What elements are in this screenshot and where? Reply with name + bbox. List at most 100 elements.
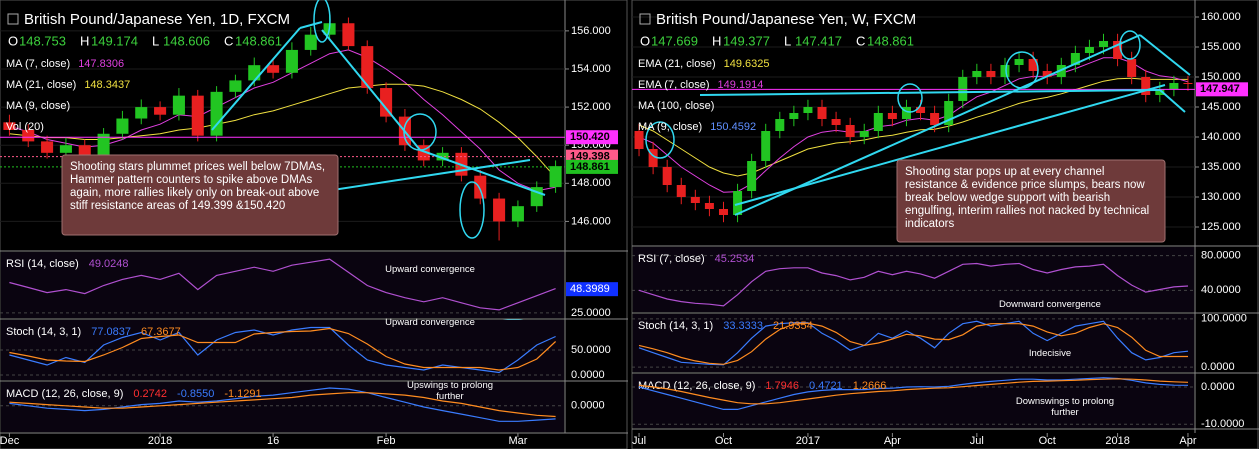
candle-body bbox=[342, 23, 355, 47]
panel-value: 1.7946 bbox=[765, 380, 799, 392]
chart-title: British Pound/Japanese Yen, 1D, FXCM bbox=[24, 11, 290, 28]
indicator-value: 149.6325 bbox=[724, 58, 770, 70]
candle-body bbox=[474, 175, 487, 199]
candle-body bbox=[191, 95, 204, 136]
y-tick-label: 40.0000 bbox=[1201, 284, 1241, 296]
ma-line bbox=[638, 57, 1189, 193]
candle-body bbox=[761, 131, 771, 161]
y-tick-label: 0.0000 bbox=[1201, 361, 1235, 373]
candle-body bbox=[116, 118, 129, 134]
y-tick-label: 0.0000 bbox=[571, 400, 605, 412]
annotation-label-box: Downswings to prolong further bbox=[1015, 396, 1115, 418]
candle-body bbox=[690, 197, 700, 203]
x-tick-label: Apr bbox=[1179, 435, 1196, 447]
ohlc-value: 148.753 bbox=[19, 33, 66, 48]
y-tick-label: 0.0000 bbox=[1201, 381, 1235, 393]
title-icon bbox=[639, 13, 651, 25]
highlight-ellipse bbox=[645, 121, 675, 159]
panel-bg bbox=[633, 247, 1194, 312]
candle-body bbox=[817, 107, 827, 119]
panel-bg bbox=[1, 382, 564, 432]
x-tick-label: 16 bbox=[267, 435, 279, 447]
candle-body bbox=[1028, 59, 1038, 71]
indicator-value: 149.1914 bbox=[718, 79, 764, 91]
candle-body bbox=[789, 113, 799, 119]
annotation-label: Downward convergence bbox=[999, 299, 1101, 310]
highlight-ellipse bbox=[897, 83, 923, 113]
y-tick-label: 154.000 bbox=[571, 63, 611, 75]
candle-body bbox=[493, 198, 506, 222]
candle-body bbox=[859, 131, 869, 137]
annotation-text-box: Shooting star pops up at every channel r… bbox=[905, 166, 1150, 230]
candle-body bbox=[22, 129, 35, 142]
highlight-ellipse bbox=[403, 113, 437, 151]
panel-value: 67.3677 bbox=[141, 326, 181, 338]
candle-body bbox=[135, 107, 148, 119]
trend-line bbox=[211, 27, 301, 131]
annotation-text: Shooting star pops up at every channel r… bbox=[905, 166, 1150, 230]
annotation-label: Downswings to prolong further bbox=[1015, 396, 1115, 418]
indicator-line bbox=[9, 392, 556, 418]
candle-body bbox=[972, 71, 982, 77]
x-tick-label: Feb bbox=[377, 435, 396, 447]
candle-body bbox=[1127, 59, 1137, 77]
ohlc-key: L bbox=[784, 33, 791, 48]
price-tag bbox=[566, 159, 618, 174]
candle-body bbox=[172, 95, 185, 115]
x-tick-label: Dec bbox=[0, 435, 20, 447]
panel-value: -1.1291 bbox=[224, 388, 261, 400]
candle-body bbox=[944, 101, 954, 125]
panel-name: RSI (14, close) bbox=[6, 258, 79, 270]
y-tick-label: 145.000 bbox=[1201, 101, 1241, 113]
candle-body bbox=[775, 119, 785, 131]
candle-body bbox=[1099, 41, 1109, 47]
indicator-line bbox=[638, 322, 1188, 365]
annotation-text-box: Shooting stars plummet prices well below… bbox=[70, 161, 325, 212]
candle-body bbox=[662, 167, 672, 185]
trend-line bbox=[419, 149, 546, 196]
x-tick-label: Mar bbox=[508, 435, 527, 447]
candle-body bbox=[97, 133, 110, 155]
y-tick-label: 140.000 bbox=[1201, 131, 1241, 143]
indicator-name: MA (9, close) bbox=[638, 121, 702, 133]
candle-body bbox=[78, 145, 91, 155]
y-tick-label: 130.000 bbox=[1201, 191, 1241, 203]
panel-name: Stoch (14, 3, 1) bbox=[6, 326, 81, 338]
trend-line bbox=[699, 89, 1161, 96]
candle-body bbox=[1000, 65, 1010, 77]
ohlc-key: H bbox=[80, 33, 89, 48]
candle-body bbox=[154, 107, 167, 115]
highlight-ellipse bbox=[459, 181, 485, 239]
chart-title: British Pound/Japanese Yen, W, FXCM bbox=[656, 11, 916, 28]
value-tag bbox=[566, 282, 618, 297]
y-tick-label: 100.0000 bbox=[1201, 313, 1247, 325]
candle-body bbox=[634, 131, 644, 149]
price-tag bbox=[1196, 82, 1248, 97]
panel-value: 21.9354 bbox=[773, 320, 813, 332]
highlight-ellipse bbox=[1005, 51, 1039, 89]
indicator-line bbox=[638, 378, 1189, 405]
indicator-value: 150.4592 bbox=[710, 121, 756, 133]
x-tick-label: Jul bbox=[970, 435, 984, 447]
annotation-bg bbox=[61, 154, 339, 236]
annotation-label: Indecisive bbox=[1028, 348, 1072, 359]
ohlc-value: 148.606 bbox=[163, 33, 210, 48]
candle-body bbox=[930, 113, 940, 125]
panel-name: MACD (12, 26, close, 9) bbox=[638, 380, 755, 392]
ohlc-key: O bbox=[8, 33, 18, 48]
panel-value: -0.8550 bbox=[177, 388, 214, 400]
indicator-line bbox=[9, 387, 556, 422]
annotation-label-box: Upswings to prolong further bbox=[407, 380, 493, 402]
x-tick-label: Oct bbox=[715, 435, 732, 447]
indicator-line bbox=[638, 377, 1189, 410]
indicator-name: EMA (7, close) bbox=[638, 79, 710, 91]
candle-body bbox=[1070, 53, 1080, 65]
indicator-name: MA (9, close) bbox=[6, 100, 70, 112]
trend-line bbox=[734, 34, 1141, 216]
y-tick-label: 155.000 bbox=[1201, 41, 1241, 53]
indicator-value: 148.3437 bbox=[84, 79, 130, 91]
candle-body bbox=[733, 191, 743, 215]
y-tick-label: 135.000 bbox=[1201, 161, 1241, 173]
indicator-name: EMA (21, close) bbox=[638, 58, 716, 70]
y-tick-label: 156.000 bbox=[571, 25, 611, 37]
